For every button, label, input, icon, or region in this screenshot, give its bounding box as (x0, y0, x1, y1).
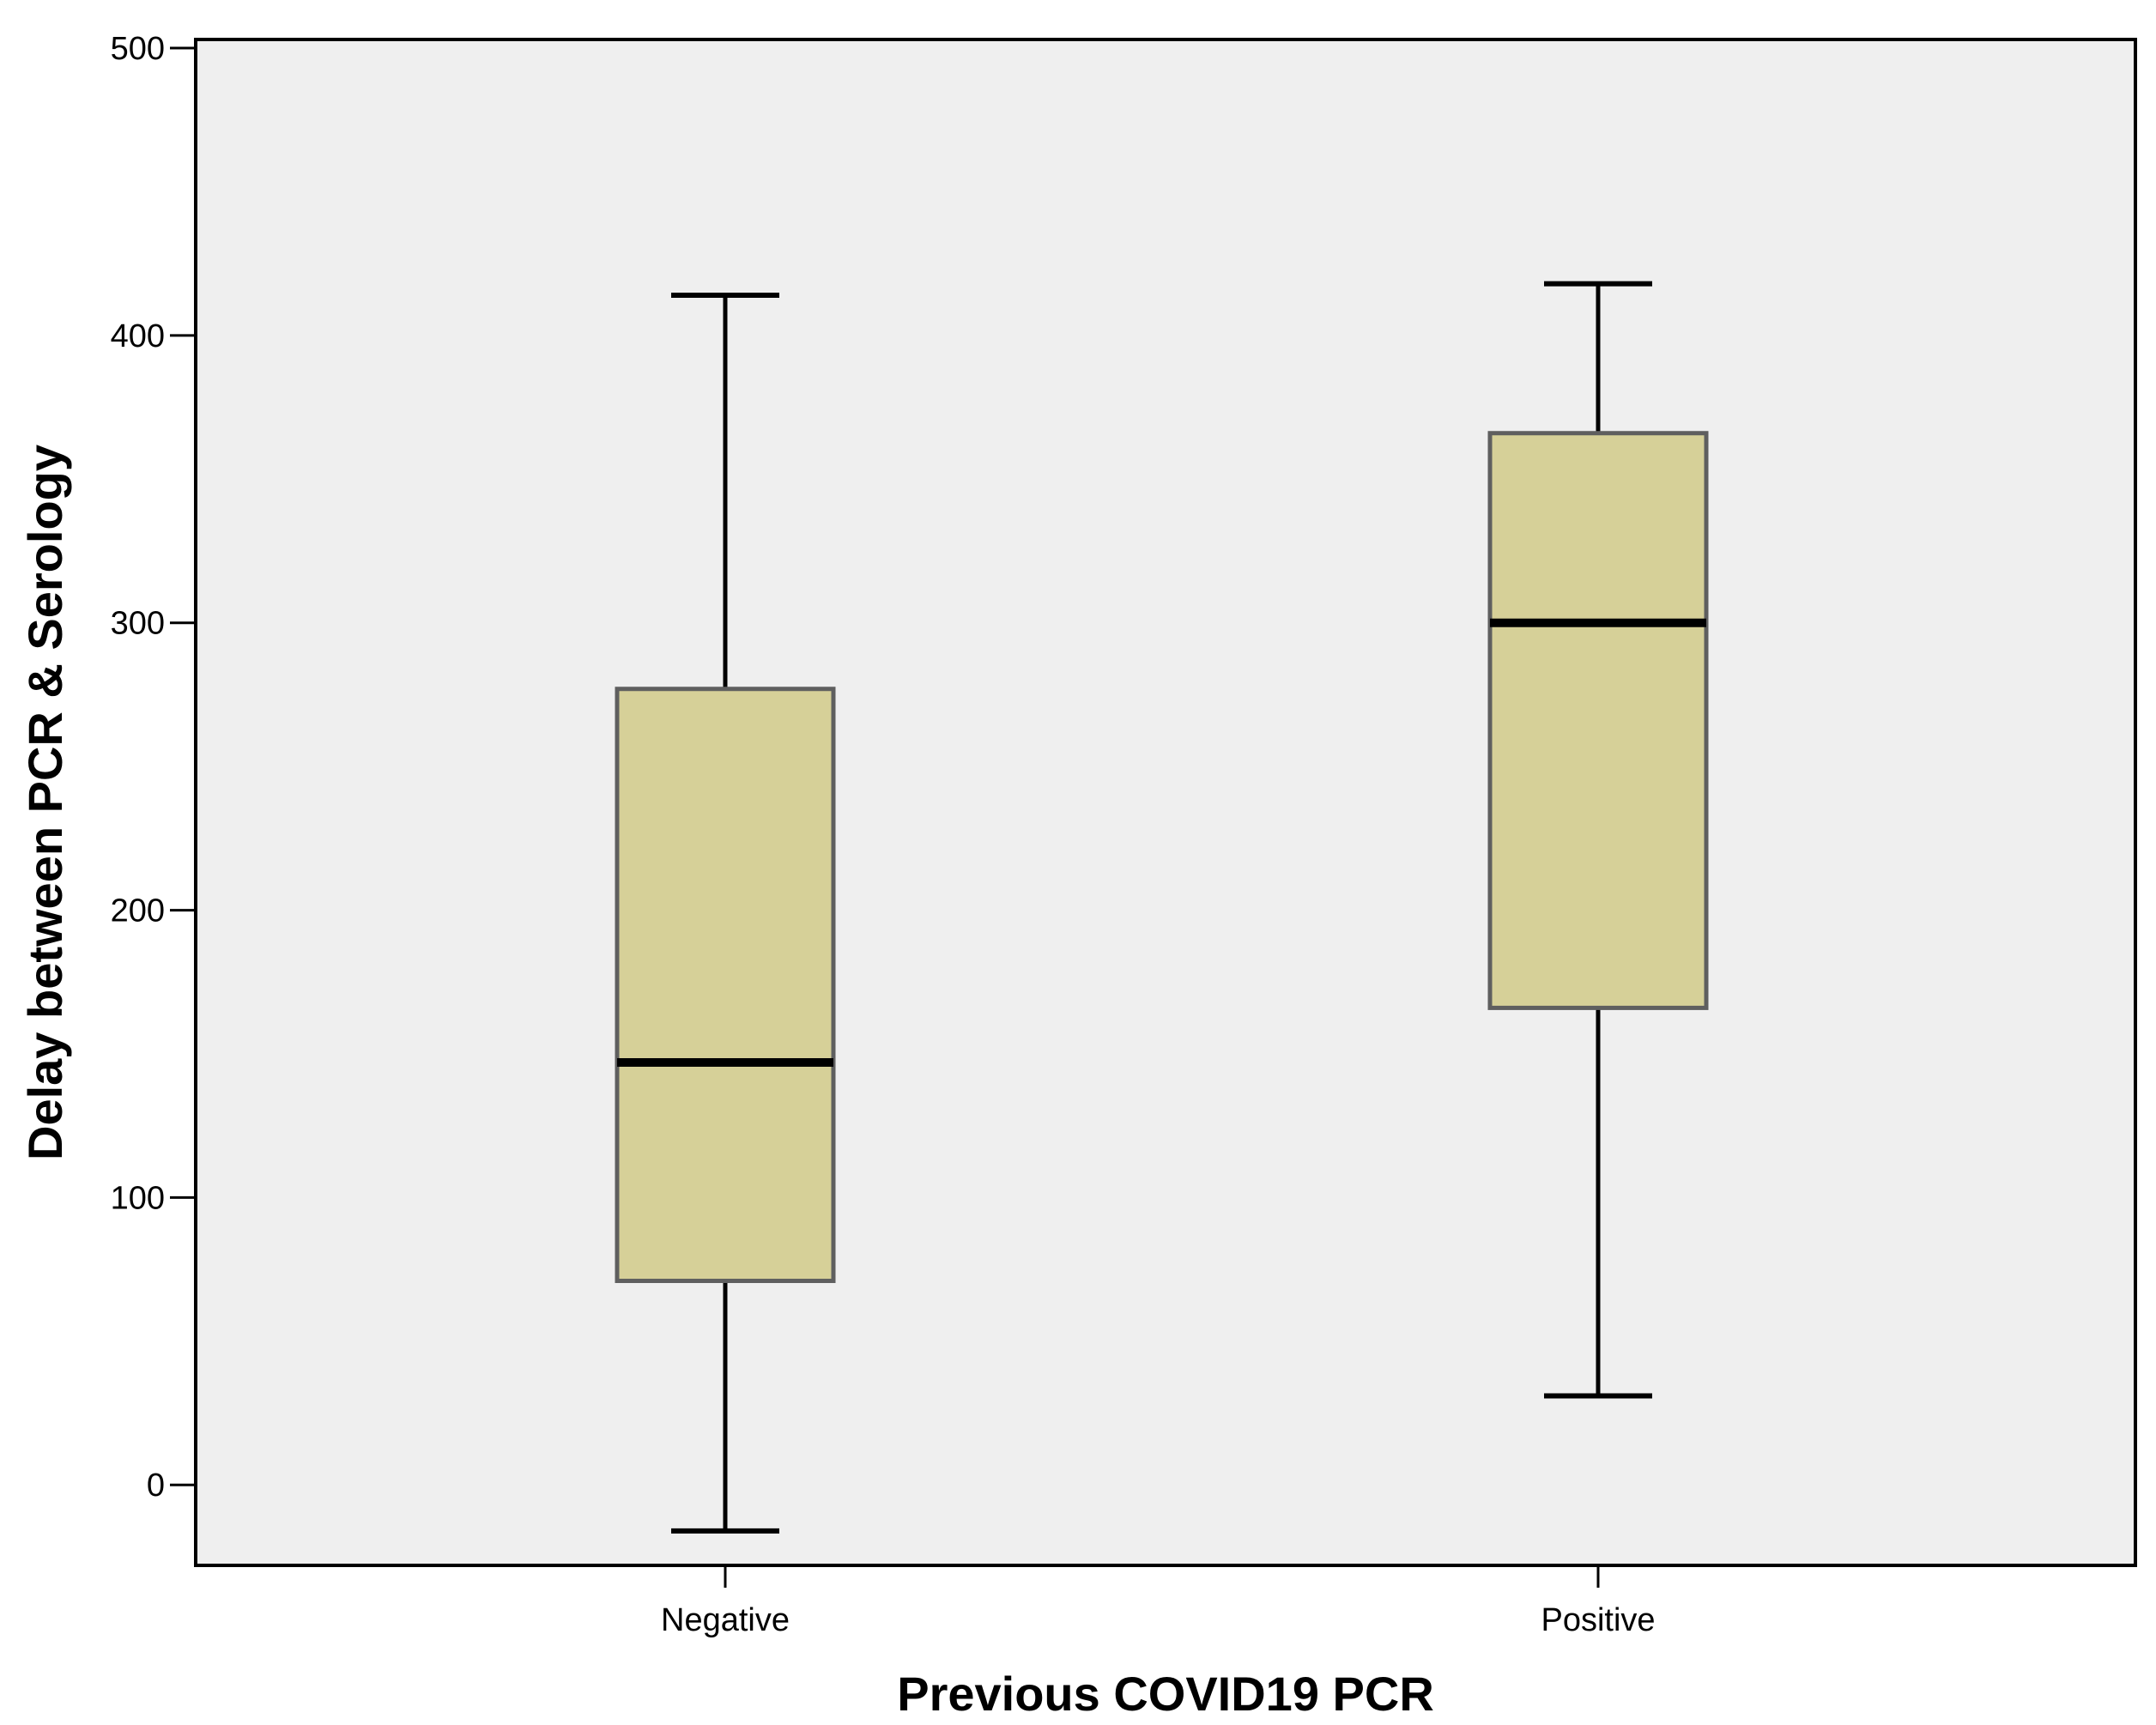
iqr-box (1487, 431, 1709, 1010)
box-negative (615, 293, 836, 1534)
y-tick-label: 400 (111, 318, 165, 354)
y-tick-label: 0 (147, 1468, 165, 1504)
x-axis-title: Previous COVID19 PCR (897, 1667, 1434, 1721)
boxplot-series (615, 281, 1709, 1534)
iqr-box (615, 687, 836, 1284)
x-tick-label: Negative (661, 1602, 790, 1638)
y-tick-label: 300 (111, 606, 165, 642)
y-axis: 0 100 200 300 400 500 (111, 31, 196, 1504)
x-tick-label: Positive (1541, 1602, 1655, 1638)
plot-area (194, 38, 2137, 1567)
y-tick-label: 100 (111, 1180, 165, 1216)
x-axis: Negative Positive (661, 1565, 1656, 1638)
y-tick-label: 500 (111, 31, 165, 67)
y-axis-title: Delay between PCR & Serology (18, 445, 72, 1160)
y-tick-label: 200 (111, 893, 165, 929)
box-positive (1487, 281, 1709, 1399)
